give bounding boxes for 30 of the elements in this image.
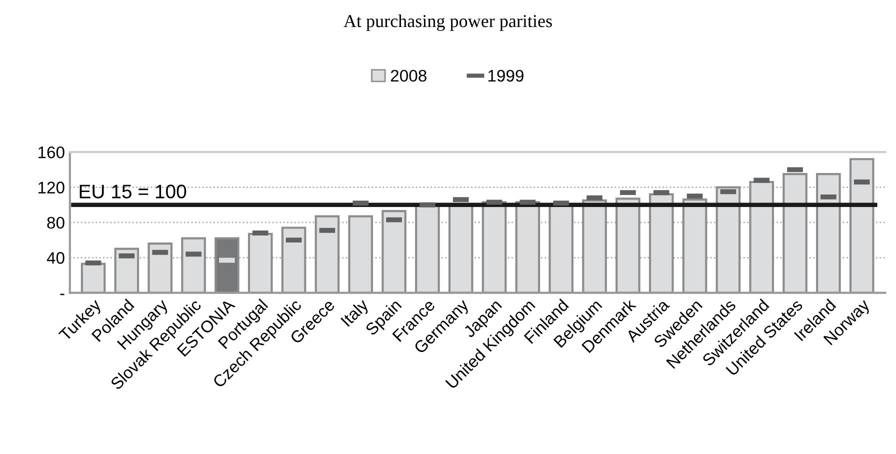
y-tick-label: 40: [46, 252, 64, 264]
bar: [348, 215, 374, 293]
bar: [214, 237, 240, 293]
legend-label: 2008: [390, 70, 426, 82]
bar: [314, 215, 340, 293]
bar: [682, 198, 708, 293]
y-tick-label: 120: [38, 182, 64, 194]
bar: [515, 201, 540, 293]
bar: [482, 201, 507, 293]
bar: [281, 226, 306, 293]
bar: [782, 173, 808, 293]
y-tick-label: 160: [38, 146, 64, 158]
chart-title: At purchasing power parities: [344, 14, 552, 31]
bar: [749, 180, 774, 293]
bar: [80, 262, 106, 293]
bar: [582, 199, 607, 293]
bar: [382, 210, 406, 293]
bar: [248, 232, 273, 293]
y-tick-label: 80: [47, 216, 64, 229]
legend-label: 1999: [488, 70, 524, 82]
y-tick-label: -: [60, 294, 64, 296]
bar: [616, 198, 640, 293]
ref-line-label: EU 15 = 100: [80, 184, 186, 198]
bar: [716, 186, 741, 293]
bar: [148, 242, 173, 293]
bar: [181, 237, 206, 293]
bar: [816, 173, 841, 293]
bar: [648, 193, 674, 293]
bar: [114, 248, 140, 293]
bar: [849, 158, 874, 293]
